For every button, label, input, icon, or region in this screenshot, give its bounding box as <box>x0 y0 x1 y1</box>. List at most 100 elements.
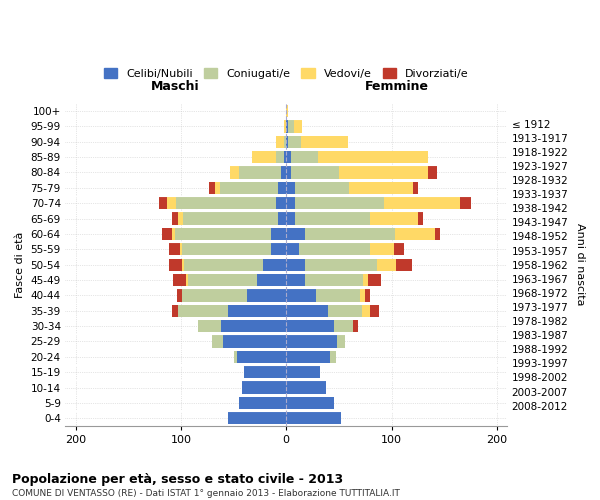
Bar <box>239 397 286 409</box>
Bar <box>186 274 188 286</box>
Bar <box>169 243 180 256</box>
Bar <box>172 304 178 317</box>
Bar <box>284 120 286 132</box>
Bar <box>295 212 370 224</box>
Bar <box>281 166 286 178</box>
Bar <box>428 166 437 178</box>
Bar <box>368 274 381 286</box>
Bar <box>184 258 263 271</box>
Bar <box>212 336 223 347</box>
Bar <box>318 151 428 164</box>
Bar <box>305 274 363 286</box>
Bar <box>286 228 305 240</box>
Bar <box>236 350 286 363</box>
Bar <box>286 289 316 302</box>
Bar <box>221 320 286 332</box>
Bar <box>247 289 286 302</box>
Bar <box>244 366 286 378</box>
Bar <box>172 228 175 240</box>
Bar <box>328 304 362 317</box>
Bar <box>289 136 301 148</box>
Bar <box>286 382 326 394</box>
Bar <box>178 304 228 317</box>
Bar <box>182 289 247 302</box>
Bar <box>188 274 257 286</box>
Bar <box>286 182 295 194</box>
Bar <box>284 136 286 148</box>
Bar <box>316 289 360 302</box>
Bar <box>198 320 221 332</box>
Text: COMUNE DI VENTASSO (RE) - Dati ISTAT 1° gennaio 2013 - Elaborazione TUTTITALIA.I: COMUNE DI VENTASSO (RE) - Dati ISTAT 1° … <box>12 489 400 498</box>
Bar <box>209 182 215 194</box>
Bar <box>370 243 394 256</box>
Bar <box>275 136 284 148</box>
Bar <box>418 212 423 224</box>
Bar <box>278 182 286 194</box>
Bar <box>159 197 167 209</box>
Legend: Celibi/Nubili, Coniugati/e, Vedovi/e, Divorziati/e: Celibi/Nubili, Coniugati/e, Vedovi/e, Di… <box>100 64 473 84</box>
Bar <box>271 243 286 256</box>
Bar <box>360 289 365 302</box>
Bar <box>172 212 178 224</box>
Bar <box>271 228 286 240</box>
Bar <box>286 397 334 409</box>
Bar <box>286 366 320 378</box>
Bar <box>253 151 275 164</box>
Bar <box>292 166 339 178</box>
Bar <box>286 105 289 117</box>
Bar <box>293 120 302 132</box>
Bar <box>176 197 275 209</box>
Bar <box>370 304 379 317</box>
Bar <box>363 274 368 286</box>
Bar <box>292 151 318 164</box>
Bar <box>286 151 292 164</box>
Bar <box>395 228 435 240</box>
Bar <box>178 212 183 224</box>
Bar <box>223 336 286 347</box>
Bar <box>286 412 341 424</box>
Bar <box>460 197 470 209</box>
Bar <box>435 228 440 240</box>
Bar <box>337 336 345 347</box>
Text: Maschi: Maschi <box>151 80 200 92</box>
Bar <box>339 166 428 178</box>
Text: Femmine: Femmine <box>365 80 429 92</box>
Text: Popolazione per età, sesso e stato civile - 2013: Popolazione per età, sesso e stato civil… <box>12 472 343 486</box>
Y-axis label: Anni di nascita: Anni di nascita <box>575 224 585 306</box>
Bar <box>394 243 404 256</box>
Bar <box>162 228 172 240</box>
Bar <box>301 136 349 148</box>
Bar <box>286 304 328 317</box>
Bar <box>286 243 299 256</box>
Bar <box>331 350 336 363</box>
Bar <box>286 136 289 148</box>
Bar <box>384 197 460 209</box>
Bar <box>169 258 182 271</box>
Bar <box>175 228 271 240</box>
Bar <box>176 289 182 302</box>
Bar <box>228 412 286 424</box>
Bar <box>362 304 370 317</box>
Bar <box>284 151 286 164</box>
Bar <box>286 197 295 209</box>
Bar <box>349 182 413 194</box>
Bar <box>242 382 286 394</box>
Bar <box>286 258 305 271</box>
Bar <box>275 151 284 164</box>
Bar <box>286 336 337 347</box>
Bar <box>334 320 353 332</box>
Bar <box>286 350 331 363</box>
Bar <box>286 120 289 132</box>
Bar <box>365 289 370 302</box>
Bar <box>286 274 305 286</box>
Bar <box>299 243 370 256</box>
Bar <box>286 320 334 332</box>
Bar <box>233 350 236 363</box>
Bar <box>228 304 286 317</box>
Bar <box>413 182 418 194</box>
Bar <box>180 243 182 256</box>
Bar <box>286 212 295 224</box>
Bar <box>183 212 278 224</box>
Bar <box>239 166 281 178</box>
Bar <box>305 258 377 271</box>
